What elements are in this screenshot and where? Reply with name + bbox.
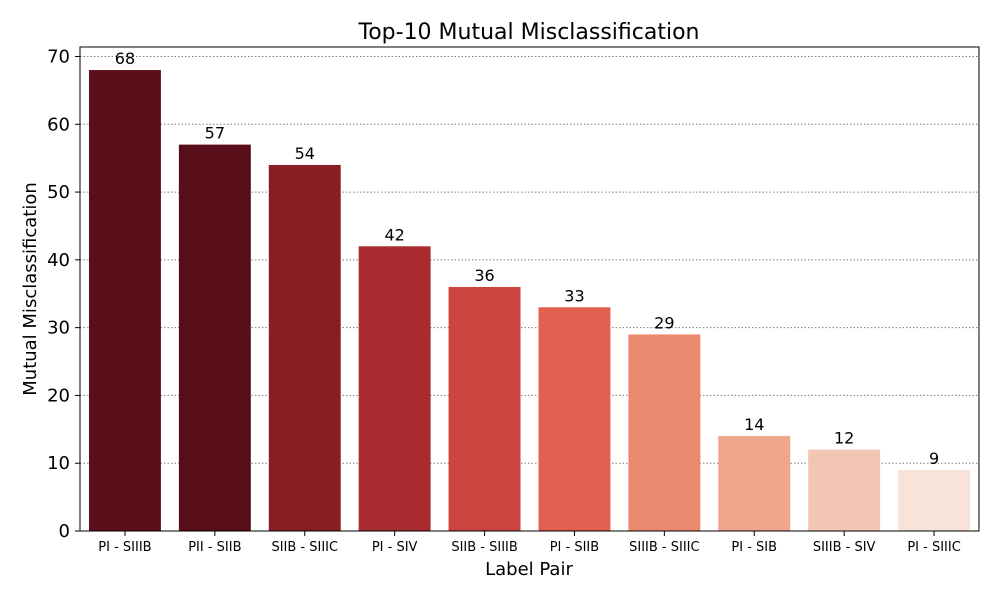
- x-tick-label: PII - SIIB: [188, 540, 241, 555]
- plot-frame: [79, 46, 980, 532]
- y-tick-label: 60: [47, 114, 70, 135]
- x-tick-label: SIIIB - SIIIC: [629, 540, 699, 555]
- bar: [718, 436, 791, 531]
- y-axis-label: Mutual Misclassification: [20, 182, 41, 396]
- bar: [178, 144, 251, 531]
- y-tick-label: 10: [47, 453, 70, 474]
- bar-value-label: 9: [929, 449, 939, 468]
- bar-value-label: 42: [384, 225, 404, 244]
- bar-value-label: 57: [205, 124, 225, 143]
- x-tick-label: PI - SIV: [372, 540, 418, 555]
- bar-value-label: 12: [834, 429, 854, 448]
- y-tick-label: 0: [59, 521, 70, 542]
- y-tick-label: 70: [47, 46, 70, 67]
- bar: [898, 469, 971, 531]
- x-tick-label: PI - SIIB: [550, 540, 599, 555]
- x-tick-label: PI - SIB: [731, 540, 777, 555]
- y-tick-label: 30: [47, 318, 70, 339]
- grid-lines: [80, 55, 979, 464]
- bar: [628, 334, 701, 531]
- bar-value-label: 14: [744, 415, 764, 434]
- x-tick-label: PI - SIIIB: [98, 540, 151, 555]
- bar-value-label: 36: [474, 266, 494, 285]
- bar: [88, 70, 161, 532]
- x-tick-label: SIIB - SIIIB: [451, 540, 517, 555]
- x-axis-label: Label Pair: [485, 559, 573, 580]
- x-tick-label: SIIB - SIIIC: [271, 540, 338, 555]
- bar: [538, 307, 611, 531]
- bar-value-label: 29: [654, 313, 674, 332]
- y-axis-ticks: 0 10 20 30 40 50 60 70: [47, 46, 80, 542]
- bars: [88, 70, 971, 532]
- y-tick-label: 50: [47, 182, 70, 203]
- chart-title: Top-10 Mutual Misclassification: [358, 20, 700, 45]
- data-labels: 68 57 54 42 36 33 29 14 12 9: [115, 49, 939, 468]
- bar: [358, 246, 431, 531]
- bar: [448, 286, 521, 531]
- bar-value-label: 68: [115, 49, 135, 68]
- y-tick-label: 40: [47, 250, 70, 271]
- bar-value-label: 54: [295, 144, 315, 163]
- x-tick-label: SIIIB - SIV: [813, 540, 876, 555]
- bar-value-label: 33: [564, 286, 584, 305]
- bar: [268, 164, 341, 531]
- bar: [808, 449, 881, 531]
- x-axis-ticks: PI - SIIIB PII - SIIB SIIB - SIIIC PI - SIV…: [98, 531, 961, 555]
- x-tick-label: PI - SIIIC: [907, 540, 960, 555]
- y-tick-label: 20: [47, 385, 70, 406]
